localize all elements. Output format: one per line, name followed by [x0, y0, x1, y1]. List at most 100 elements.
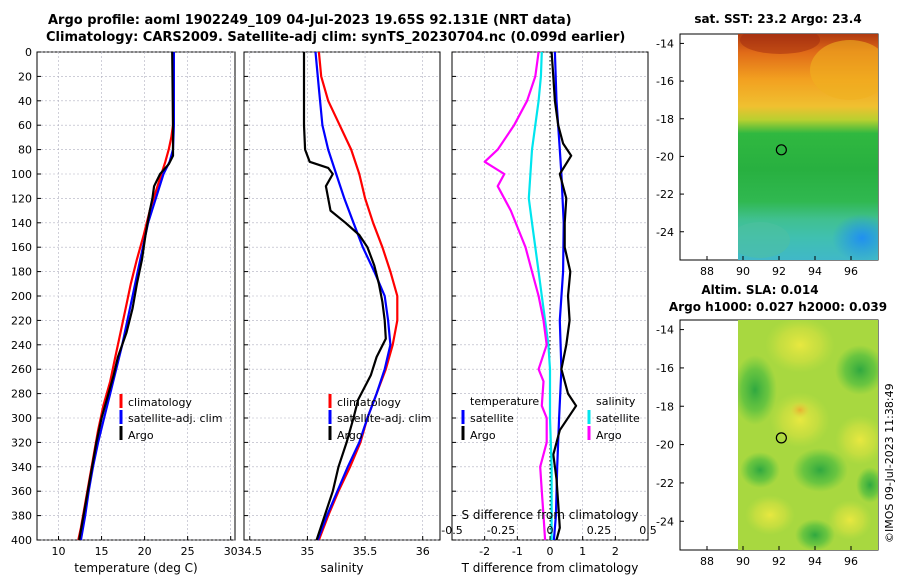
y-tick-label: 0 — [25, 46, 32, 59]
series-line-s-argo — [483, 51, 548, 541]
x-tick-label: 2 — [612, 545, 619, 558]
map-x-tick-label: 88 — [700, 265, 714, 278]
series-line-satellite-adj-clim — [314, 51, 392, 541]
legend-label-climatology: climatology — [128, 396, 192, 409]
sla-map-ticks: 88 90 92 94 96 -14 -16 -18 -20 -22 -24 — [656, 324, 858, 568]
sla-yellow-blob-1 — [765, 320, 835, 373]
sla-heatmap-field — [738, 320, 878, 550]
map-x-tick-label: 94 — [808, 265, 822, 278]
map-x-tick-label: 94 — [808, 555, 822, 568]
figure-title-line2: Climatology: CARS2009. Satellite-adj cli… — [46, 30, 626, 45]
y-tick-label: 60 — [18, 119, 32, 132]
y-tick-label: 180 — [11, 266, 32, 279]
map-y-tick-label: -14 — [656, 324, 674, 337]
y-tick-label: 260 — [11, 363, 32, 376]
imos-timestamp: ©IMOS 09-Jul-2023 11:38:49 — [883, 383, 896, 543]
legend-title-temperature: temperature — [470, 395, 539, 408]
sst-red-patch — [740, 34, 820, 54]
temperature-legend: climatology satellite-adj. clim Argo — [119, 394, 222, 442]
x-tick-label: -2 — [479, 545, 490, 558]
temperature-panel: 10 15 20 25 30020406080100120140160180200220… — [11, 46, 238, 575]
x-top-tick-label: -0.25 — [487, 524, 515, 537]
sla-green-blob-2 — [835, 345, 878, 395]
map-x-tick-label: 90 — [736, 555, 750, 568]
x-top-tick-label: 0.25 — [587, 524, 612, 537]
x-tick-label: -1 — [512, 545, 523, 558]
sst-map-ticks: 88 90 92 94 96 -14 -16 -18 -20 -22 -24 — [656, 37, 858, 278]
x-tick-label: 25 — [181, 545, 195, 558]
sla-green-blob-5 — [795, 519, 835, 550]
y-tick-label: 20 — [18, 70, 32, 83]
salinity-ticks: 34.5 35 35.5 36 — [238, 51, 430, 558]
sst-teal-patch — [738, 222, 790, 258]
y-tick-label: 400 — [11, 534, 32, 547]
sst-heatmap-field — [738, 34, 878, 260]
salinity-xlabel: salinity — [320, 561, 363, 575]
difference-top-xlabel: S difference from climatology — [462, 508, 639, 522]
difference-lines — [483, 51, 578, 541]
x-tick-label: 10 — [52, 545, 66, 558]
map-y-tick-label: -20 — [656, 150, 674, 163]
salinity-lines — [302, 51, 399, 541]
map-y-tick-label: -18 — [656, 400, 674, 413]
difference-panel: -2 -1 0 1 2 -0.5 -0.25 0 0.25 0.5 T difference fr… — [441, 51, 657, 575]
x-tick-label: 15 — [95, 545, 109, 558]
y-tick-label: 340 — [11, 461, 32, 474]
sla-yellow-blob-5 — [828, 500, 872, 540]
map-x-tick-label: 92 — [772, 265, 786, 278]
y-tick-label: 100 — [11, 168, 32, 181]
map-y-tick-label: -16 — [656, 75, 674, 88]
legend-label-s-satellite: satellite — [596, 412, 640, 425]
map-x-tick-label: 96 — [844, 555, 858, 568]
map-y-tick-label: -22 — [656, 188, 674, 201]
x-tick-label: 35.5 — [353, 545, 378, 558]
legend-label-s-argo: Argo — [596, 429, 622, 442]
map-x-tick-label: 90 — [736, 265, 750, 278]
sla-green-blob-3 — [792, 448, 848, 492]
legend-label-climatology: climatology — [337, 396, 401, 409]
sla-green-blob-1 — [738, 355, 777, 425]
salinity-panel: 34.5 35 35.5 36 salinity climatology satell… — [238, 51, 441, 575]
y-tick-label: 220 — [11, 314, 32, 327]
y-tick-label: 160 — [11, 241, 32, 254]
y-tick-label: 140 — [11, 217, 32, 230]
series-line-t-argo — [550, 51, 578, 541]
y-tick-label: 320 — [11, 436, 32, 449]
series-line-argo — [78, 51, 175, 541]
series-line-argo — [302, 52, 387, 541]
map-x-tick-label: 96 — [844, 265, 858, 278]
temperature-grid — [37, 51, 235, 541]
sla-yellow-blob-3 — [835, 415, 878, 465]
legend-label-satellite: satellite-adj. clim — [337, 412, 431, 425]
legend-label-satellite: satellite-adj. clim — [128, 412, 222, 425]
map-x-tick-label: 88 — [700, 555, 714, 568]
series-line-satellite-adj-clim — [79, 52, 175, 541]
map-y-tick-label: -22 — [656, 477, 674, 490]
sla-yellow-blob-4 — [745, 495, 795, 535]
x-tick-label: 34.5 — [238, 545, 263, 558]
legend-title-salinity: salinity — [596, 395, 636, 408]
map-y-tick-label: -20 — [656, 439, 674, 452]
map-y-tick-label: -14 — [656, 37, 674, 50]
y-tick-label: 300 — [11, 412, 32, 425]
x-top-tick-label: -0.5 — [441, 524, 462, 537]
y-tick-label: 120 — [11, 192, 32, 205]
legend-label-argo: Argo — [128, 429, 154, 442]
temperature-xlabel: temperature (deg C) — [74, 561, 197, 575]
y-tick-label: 200 — [11, 290, 32, 303]
x-tick-label: 20 — [138, 545, 152, 558]
sla-orange-blob — [790, 402, 810, 418]
map-y-tick-label: -16 — [656, 362, 674, 375]
x-tick-label: 0 — [547, 545, 554, 558]
sst-orange-patch — [810, 40, 878, 100]
x-tick-label: 1 — [579, 545, 586, 558]
temperature-ticks: 10 15 20 25 30020406080100120140160180200220… — [11, 46, 238, 558]
salinity-grid — [244, 51, 440, 541]
map-y-tick-label: -18 — [656, 113, 674, 126]
map-x-tick-label: 92 — [772, 555, 786, 568]
sla-map: Altim. SLA: 0.014 Argo h1000: 0.027 h200… — [656, 283, 887, 568]
x-top-tick-label: 0.5 — [639, 524, 657, 537]
x-tick-label: 35 — [300, 545, 314, 558]
y-tick-label: 240 — [11, 339, 32, 352]
